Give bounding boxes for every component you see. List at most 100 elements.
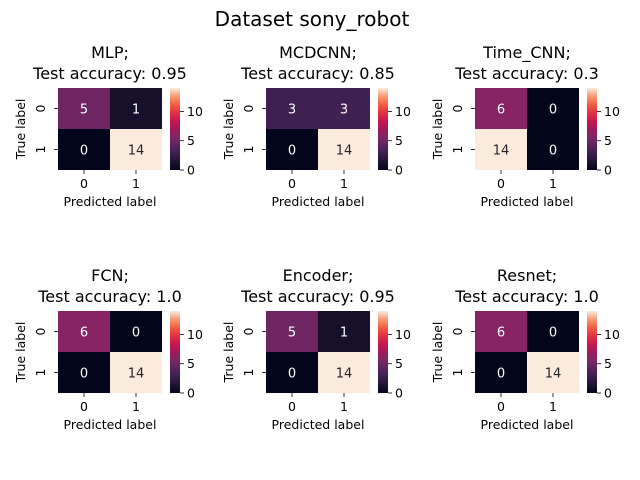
panel-title: Test accuracy: 1.0	[37, 287, 182, 306]
panel-title: MLP;	[91, 43, 129, 62]
colorbar-tick-label: 5	[604, 356, 612, 371]
colorbar-tick-label: 10	[395, 104, 411, 119]
y-axis-label: True label	[430, 99, 445, 161]
y-tick-label: 0	[450, 327, 465, 335]
heatmap-cell	[318, 352, 370, 393]
panels: MLP;Test accuracy: 0.955 10 140 101Predicte…	[13, 43, 620, 432]
x-tick-label: 0	[80, 176, 88, 191]
colorbar-tick-label: 5	[395, 133, 403, 148]
x-axis-label: Predicted label	[481, 417, 574, 432]
heatmap-cell	[475, 88, 527, 129]
cell-value: 0	[549, 103, 557, 118]
heatmap-cell	[527, 88, 579, 129]
y-tick-label: 0	[450, 104, 465, 112]
panel-title: MCDCNN;	[279, 43, 357, 62]
figure-title: Dataset sony_robot	[215, 7, 410, 31]
colorbar-tick-label: 0	[395, 386, 403, 401]
heatmap-cell	[110, 88, 162, 129]
colorbar-tick-label: 10	[604, 327, 620, 342]
cell-value: 14	[545, 367, 562, 382]
colorbar-tick-label: 0	[604, 163, 612, 178]
cell-value: 6	[497, 326, 505, 341]
cell-value: 0	[549, 326, 557, 341]
cell-value: 0	[497, 367, 505, 382]
cell-value: 0	[80, 144, 88, 159]
panel-title: Test accuracy: 0.3	[454, 64, 599, 83]
y-tick-label: 1	[450, 146, 465, 154]
y-tick-label: 1	[33, 146, 48, 154]
colorbar-tick-label: 0	[395, 163, 403, 178]
cell-value: 0	[288, 144, 296, 159]
cell-value: 14	[128, 144, 145, 159]
panel-title: Encoder;	[283, 266, 354, 285]
x-tick-label: 0	[288, 176, 296, 191]
heatmap-panel: Time_CNN;Test accuracy: 0.36 014 00 101Pred…	[430, 43, 620, 209]
x-tick-label: 0	[288, 399, 296, 414]
heatmap-cell	[266, 352, 318, 393]
y-tick-label: 0	[33, 104, 48, 112]
heatmap-cell	[110, 311, 162, 352]
x-axis-label: Predicted label	[272, 194, 365, 209]
panel-title: Test accuracy: 0.95	[32, 64, 187, 83]
heatmap-cell	[110, 352, 162, 393]
cell-value: 5	[80, 103, 88, 118]
heatmap-cell	[58, 352, 110, 393]
y-tick-label: 0	[33, 327, 48, 335]
y-tick-label: 0	[241, 104, 256, 112]
y-tick-label: 1	[241, 146, 256, 154]
heatmap-cell	[58, 311, 110, 352]
panel-title: FCN;	[91, 266, 129, 285]
heatmap-panel: Resnet;Test accuracy: 1.06 00 140 101Predic…	[430, 266, 620, 432]
colorbar	[587, 88, 597, 170]
heatmap-cell	[318, 311, 370, 352]
y-tick-label: 1	[450, 369, 465, 377]
cell-value: 0	[549, 144, 557, 159]
heatmap-cell	[266, 88, 318, 129]
x-axis-label: Predicted label	[481, 194, 574, 209]
cell-value: 6	[80, 326, 88, 341]
heatmap-cell	[475, 311, 527, 352]
heatmap-cell	[527, 129, 579, 170]
x-tick-label: 1	[549, 176, 557, 191]
cell-value: 14	[493, 144, 510, 159]
cell-value: 14	[128, 367, 145, 382]
heatmap-panel: MLP;Test accuracy: 0.955 10 140 101Predicte…	[13, 43, 203, 209]
heatmap-cell	[527, 352, 579, 393]
heatmap-cell	[110, 129, 162, 170]
heatmap-panel: Encoder;Test accuracy: 0.955 10 140 101Pred…	[221, 266, 411, 432]
colorbar-tick-label: 10	[604, 104, 620, 119]
colorbar-tick-label: 0	[604, 386, 612, 401]
x-axis-label: Predicted label	[272, 417, 365, 432]
colorbar	[378, 311, 388, 393]
heatmap-panel: FCN;Test accuracy: 1.06 00 140 101Predicted…	[13, 266, 203, 432]
panel-title: Time_CNN;	[482, 43, 571, 63]
y-tick-label: 1	[33, 369, 48, 377]
colorbar	[587, 311, 597, 393]
y-axis-label: True label	[13, 99, 28, 161]
colorbar-tick-label: 5	[604, 133, 612, 148]
y-axis-label: True label	[13, 322, 28, 384]
x-tick-label: 1	[132, 399, 140, 414]
cell-value: 0	[288, 367, 296, 382]
colorbar-tick-label: 10	[187, 104, 203, 119]
heatmap-cell	[58, 88, 110, 129]
cell-value: 14	[336, 144, 353, 159]
x-axis-label: Predicted label	[64, 417, 157, 432]
heatmap-cell	[475, 129, 527, 170]
colorbar	[378, 88, 388, 170]
colorbar-tick-label: 10	[187, 327, 203, 342]
cell-value: 0	[80, 367, 88, 382]
x-tick-label: 1	[132, 176, 140, 191]
cell-value: 1	[132, 103, 140, 118]
y-tick-label: 1	[241, 369, 256, 377]
x-tick-label: 1	[340, 399, 348, 414]
cell-value: 6	[497, 103, 505, 118]
heatmap-cell	[266, 129, 318, 170]
heatmap-cell	[475, 352, 527, 393]
colorbar	[170, 311, 180, 393]
panel-title: Test accuracy: 0.95	[240, 287, 395, 306]
colorbar-tick-label: 5	[187, 356, 195, 371]
colorbar-tick-label: 5	[187, 133, 195, 148]
y-axis-label: True label	[221, 322, 236, 384]
